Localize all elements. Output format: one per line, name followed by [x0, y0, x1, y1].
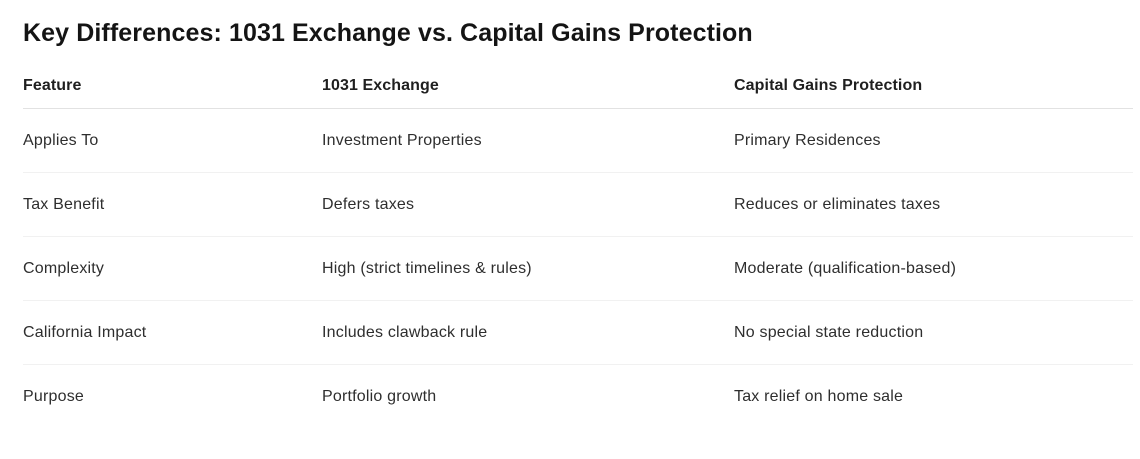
column-header-1031-exchange: 1031 Exchange	[322, 76, 734, 109]
cell-capital-gains-protection: No special state reduction	[734, 300, 1133, 365]
cell-feature: California Impact	[23, 300, 322, 365]
table-header: Feature 1031 Exchange Capital Gains Prot…	[23, 76, 1133, 109]
cell-capital-gains-protection: Reduces or eliminates taxes	[734, 172, 1133, 237]
cell-capital-gains-protection: Primary Residences	[734, 108, 1133, 173]
table-row-applies-to: Applies To Investment Properties Primary…	[23, 108, 1133, 173]
column-header-capital-gains-protection: Capital Gains Protection	[734, 76, 1133, 109]
cell-1031-exchange: Investment Properties	[322, 108, 734, 173]
cell-feature: Tax Benefit	[23, 172, 322, 237]
page-title: Key Differences: 1031 Exchange vs. Capit…	[23, 19, 753, 47]
table-row-purpose: Purpose Portfolio growth Tax relief on h…	[23, 365, 1133, 429]
cell-1031-exchange: Includes clawback rule	[322, 300, 734, 365]
cell-feature: Applies To	[23, 108, 322, 173]
cell-capital-gains-protection: Tax relief on home sale	[734, 388, 904, 405]
comparison-table: Feature 1031 Exchange Capital Gains Prot…	[23, 76, 1133, 428]
cell-capital-gains-protection: Moderate (qualification-based)	[734, 236, 1133, 301]
cell-1031-exchange: Portfolio growth	[322, 388, 437, 405]
cell-feature: Purpose	[23, 388, 84, 405]
table-row-complexity: Complexity High (strict timelines & rule…	[23, 236, 1133, 301]
cell-feature: Complexity	[23, 236, 322, 301]
cell-1031-exchange: Defers taxes	[322, 172, 734, 237]
table-body: Applies To Investment Properties Primary…	[23, 108, 1133, 429]
header-row: Feature 1031 Exchange Capital Gains Prot…	[23, 76, 1133, 109]
column-header-feature: Feature	[23, 76, 322, 109]
table-row-tax-benefit: Tax Benefit Defers taxes Reduces or elim…	[23, 172, 1133, 237]
cell-1031-exchange: High (strict timelines & rules)	[322, 236, 734, 301]
table-row-california-impact: California Impact Includes clawback rule…	[23, 300, 1133, 365]
